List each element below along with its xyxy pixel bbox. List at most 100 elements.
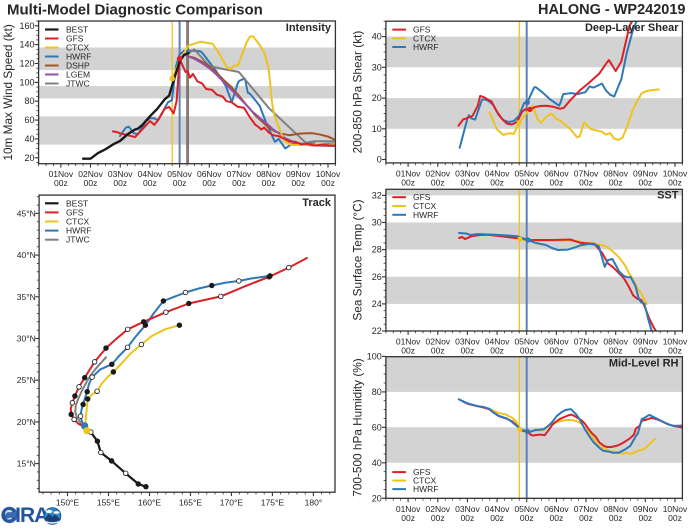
svg-text:15°N: 15°N	[17, 459, 36, 469]
svg-text:80: 80	[372, 387, 382, 397]
svg-text:25°N: 25°N	[17, 375, 36, 385]
svg-text:24: 24	[372, 299, 382, 309]
svg-text:00z: 00z	[262, 178, 276, 188]
svg-text:HWRF: HWRF	[66, 52, 92, 62]
svg-text:00z: 00z	[638, 178, 652, 188]
svg-text:01Nov: 01Nov	[396, 168, 421, 178]
svg-text:00z: 00z	[490, 346, 504, 356]
svg-text:00z: 00z	[431, 346, 445, 356]
svg-text:06Nov: 06Nov	[197, 169, 222, 179]
svg-text:00z: 00z	[520, 513, 534, 523]
svg-text:20: 20	[372, 93, 382, 103]
svg-text:40: 40	[372, 32, 382, 42]
svg-text:BEST: BEST	[66, 198, 88, 208]
svg-text:CTCX: CTCX	[66, 217, 89, 227]
svg-text:00z: 00z	[431, 178, 445, 188]
svg-text:08Nov: 08Nov	[256, 169, 281, 179]
svg-text:00z: 00z	[609, 346, 623, 356]
svg-text:60: 60	[24, 115, 34, 125]
svg-text:10Nov: 10Nov	[316, 169, 341, 179]
svg-text:08Nov: 08Nov	[603, 337, 628, 347]
svg-text:180°: 180°	[305, 498, 323, 508]
svg-text:LGEM: LGEM	[66, 70, 90, 80]
svg-text:00z: 00z	[461, 178, 475, 188]
svg-text:CTCX: CTCX	[413, 476, 436, 486]
svg-text:HWRF: HWRF	[66, 226, 92, 236]
svg-text:03Nov: 03Nov	[455, 504, 480, 514]
svg-text:06Nov: 06Nov	[544, 504, 569, 514]
svg-text:CTCX: CTCX	[66, 43, 89, 53]
svg-text:00z: 00z	[550, 178, 564, 188]
svg-text:01Nov: 01Nov	[396, 337, 421, 347]
svg-text:00z: 00z	[490, 178, 504, 188]
svg-text:28: 28	[372, 245, 382, 255]
svg-text:JTWC: JTWC	[66, 235, 90, 245]
svg-text:00z: 00z	[431, 513, 445, 523]
svg-text:160°E: 160°E	[138, 498, 162, 508]
svg-text:CTCX: CTCX	[413, 33, 436, 43]
svg-text:00z: 00z	[668, 513, 682, 523]
svg-text:04Nov: 04Nov	[485, 168, 510, 178]
svg-text:26: 26	[372, 272, 382, 282]
svg-text:HALONG - WP242019: HALONG - WP242019	[538, 2, 685, 18]
svg-text:Mid-Level RH: Mid-Level RH	[609, 358, 679, 370]
svg-text:00z: 00z	[609, 513, 623, 523]
svg-text:05Nov: 05Nov	[514, 504, 539, 514]
svg-text:100: 100	[367, 351, 382, 361]
svg-text:00z: 00z	[84, 178, 98, 188]
svg-text:00z: 00z	[232, 178, 246, 188]
svg-text:Intensity: Intensity	[286, 22, 332, 34]
svg-text:04Nov: 04Nov	[138, 169, 163, 179]
svg-text:00z: 00z	[550, 346, 564, 356]
svg-text:20: 20	[24, 153, 34, 163]
svg-text:30: 30	[372, 218, 382, 228]
svg-text:165°E: 165°E	[179, 498, 203, 508]
svg-text:03Nov: 03Nov	[455, 337, 480, 347]
svg-text:02Nov: 02Nov	[425, 168, 450, 178]
svg-text:GFS: GFS	[66, 34, 84, 44]
svg-text:HWRF: HWRF	[413, 42, 439, 52]
svg-text:00z: 00z	[520, 346, 534, 356]
svg-text:22: 22	[372, 326, 382, 336]
svg-text:05Nov: 05Nov	[167, 169, 192, 179]
svg-text:GFS: GFS	[413, 25, 431, 35]
svg-text:Track: Track	[302, 197, 332, 209]
svg-text:00z: 00z	[579, 346, 593, 356]
svg-text:09Nov: 09Nov	[633, 504, 658, 514]
svg-text:08Nov: 08Nov	[603, 504, 628, 514]
svg-text:07Nov: 07Nov	[574, 337, 599, 347]
svg-text:SST: SST	[657, 190, 679, 202]
svg-text:00z: 00z	[520, 178, 534, 188]
svg-text:00z: 00z	[638, 513, 652, 523]
svg-text:00z: 00z	[550, 513, 564, 523]
svg-text:08Nov: 08Nov	[603, 168, 628, 178]
svg-text:07Nov: 07Nov	[574, 168, 599, 178]
svg-text:06Nov: 06Nov	[544, 337, 569, 347]
svg-text:155°E: 155°E	[97, 498, 121, 508]
svg-text:00z: 00z	[461, 346, 475, 356]
svg-text:00z: 00z	[143, 178, 157, 188]
svg-text:160: 160	[19, 21, 34, 31]
svg-text:04Nov: 04Nov	[485, 337, 510, 347]
svg-text:10Nov: 10Nov	[663, 337, 688, 347]
svg-text:150°E: 150°E	[56, 498, 80, 508]
svg-text:Multi-Model Diagnostic Compari: Multi-Model Diagnostic Comparison	[7, 2, 263, 19]
svg-text:09Nov: 09Nov	[633, 337, 658, 347]
svg-text:20: 20	[372, 493, 382, 503]
svg-text:00z: 00z	[401, 346, 415, 356]
svg-text:0: 0	[377, 155, 382, 165]
svg-text:HWRF: HWRF	[413, 210, 439, 220]
svg-text:03Nov: 03Nov	[108, 169, 133, 179]
svg-text:00z: 00z	[579, 178, 593, 188]
svg-text:00z: 00z	[668, 178, 682, 188]
svg-text:GFS: GFS	[413, 192, 431, 202]
svg-text:700-500 hPa Humidity (%): 700-500 hPa Humidity (%)	[351, 358, 365, 496]
svg-text:GFS: GFS	[413, 467, 431, 477]
svg-text:00z: 00z	[401, 513, 415, 523]
svg-text:07Nov: 07Nov	[227, 169, 252, 179]
svg-text:100: 100	[19, 77, 34, 87]
svg-text:CTCX: CTCX	[413, 201, 436, 211]
svg-text:00z: 00z	[321, 178, 335, 188]
svg-text:40: 40	[372, 458, 382, 468]
svg-text:CIRA: CIRA	[1, 504, 49, 525]
